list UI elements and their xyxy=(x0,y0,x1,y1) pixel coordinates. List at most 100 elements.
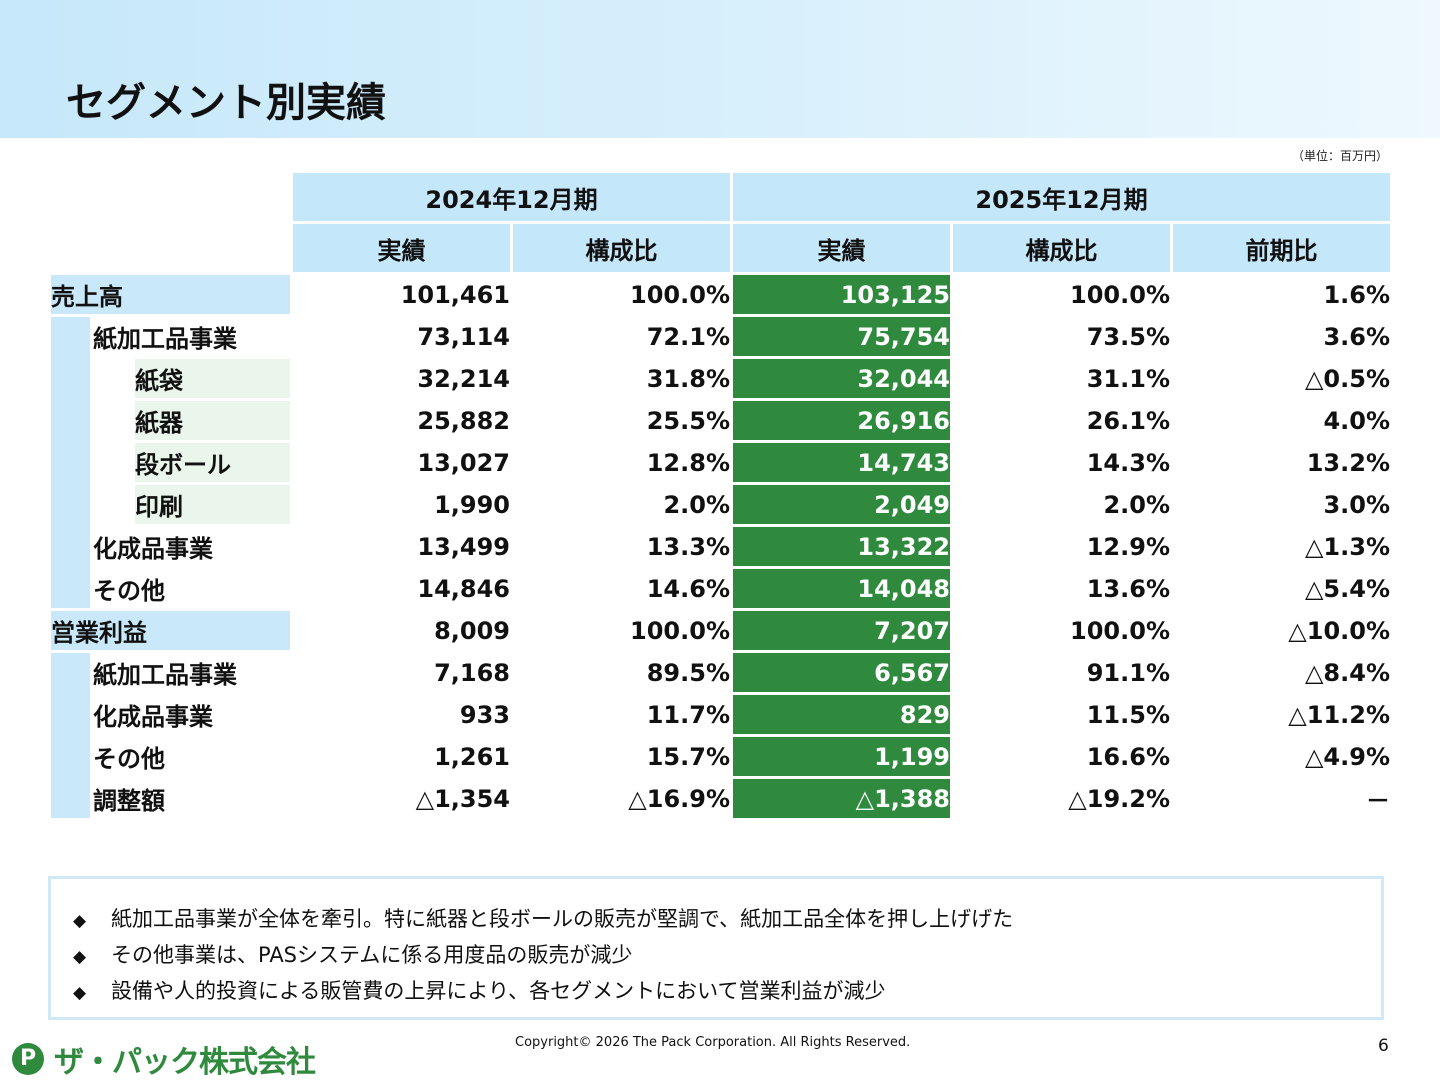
summary-notes-box: ◆ 紙加工品事業が全体を牽引。特に紙器と段ボールの販売が堅調で、紙加工品全体を押し… xyxy=(48,876,1384,1020)
cell-value-2024: 1,990 xyxy=(290,482,513,527)
page-number: 6 xyxy=(1378,1036,1389,1056)
cell-ratio-2024: 89.5% xyxy=(510,650,733,695)
cell-ratio-2025: 2.0% xyxy=(950,482,1173,527)
cell-yoy: △5.4% xyxy=(1170,566,1393,611)
diamond-bullet-icon: ◆ xyxy=(73,911,87,931)
cell-ratio-2025: 100.0% xyxy=(950,272,1173,317)
row-label-chemical-products-profit: 化成品事業 xyxy=(90,692,293,737)
logo-mark-icon: P xyxy=(12,1043,44,1075)
table-corner xyxy=(48,170,293,275)
cell-value-2025: 14,048 xyxy=(730,566,953,611)
cell-ratio-2024: 31.8% xyxy=(510,356,733,401)
table-row: 紙加工品事業 7,168 89.5% 6,567 91.1% △8.4% xyxy=(48,650,1393,821)
cell-value-2025: 14,743 xyxy=(730,440,953,485)
segment-results-table: 2024年12月期 2025年12月期 実績 構成比 実績 構成比 前期比 売上… xyxy=(48,170,1393,821)
cell-value-2025: 6,567 xyxy=(730,650,953,695)
row-label-chemical-products: 化成品事業 xyxy=(90,524,293,569)
cell-ratio-2024: 15.7% xyxy=(510,734,733,779)
table-row: 化成品事業 13,499 13.3% 13,322 12.9% △1.3% xyxy=(50,524,1393,569)
cell-value-2025: 2,049 xyxy=(730,482,953,527)
cell-value-2025: 13,322 xyxy=(730,524,953,569)
cell-ratio-2024: 14.6% xyxy=(510,566,733,611)
table-header-row-period: 2024年12月期 2025年12月期 xyxy=(48,170,1393,275)
cell-value-2025: △1,388 xyxy=(730,776,953,821)
col-ratio-2025: 構成比 xyxy=(950,221,1173,275)
cell-ratio-2024: 100.0% xyxy=(510,608,733,653)
cell-ratio-2025: 26.1% xyxy=(950,398,1173,443)
cell-yoy: 3.6% xyxy=(1170,314,1393,359)
row-label-other-profit: その他 xyxy=(90,734,293,779)
unit-label: （単位：百万円） xyxy=(1291,149,1388,163)
cell-ratio-2024: △16.9% xyxy=(510,776,733,821)
cell-ratio-2025: 11.5% xyxy=(950,692,1173,737)
row-label-other: その他 xyxy=(90,566,293,611)
cell-yoy: 13.2% xyxy=(1170,440,1393,485)
note-text: 設備や人的投資による販管費の上昇により、各セグメントにおいて営業利益が減少 xyxy=(111,979,886,1003)
cell-ratio-2024: 25.5% xyxy=(510,398,733,443)
cell-value-2024: 14,846 xyxy=(290,566,513,611)
cell-value-2024: 8,009 xyxy=(290,608,513,653)
cell-yoy: △0.5% xyxy=(1170,356,1393,401)
sales-indent-gutter xyxy=(48,314,93,611)
note-text: その他事業は、PASシステムに係る用度品の販売が減少 xyxy=(111,943,633,967)
table-row: 紙加工品事業 73,114 72.1% 75,754 73.5% 3.6% xyxy=(48,314,1393,611)
cell-value-2025: 7,207 xyxy=(730,608,953,653)
diamond-bullet-icon: ◆ xyxy=(73,983,87,1003)
cell-ratio-2024: 100.0% xyxy=(510,272,733,317)
cell-yoy: 4.0% xyxy=(1170,398,1393,443)
cell-ratio-2024: 13.3% xyxy=(510,524,733,569)
cell-value-2024: 13,027 xyxy=(290,440,513,485)
cell-value-2025: 103,125 xyxy=(730,272,953,317)
cell-value-2024: 101,461 xyxy=(290,272,513,317)
cell-yoy: △8.4% xyxy=(1170,650,1393,695)
cell-value-2025: 32,044 xyxy=(730,356,953,401)
cell-value-2024: △1,354 xyxy=(290,776,513,821)
table-row: その他 1,261 15.7% 1,199 16.6% △4.9% xyxy=(50,734,1393,779)
table-row: 紙器 25,882 25.5% 26,916 26.1% 4.0% xyxy=(50,398,1393,443)
cell-value-2025: 829 xyxy=(730,692,953,737)
cell-ratio-2025: 73.5% xyxy=(950,314,1173,359)
cell-value-2024: 32,214 xyxy=(290,356,513,401)
title-banner xyxy=(0,0,1440,138)
table-row: 印刷 1,990 2.0% 2,049 2.0% 3.0% xyxy=(50,482,1393,527)
cell-ratio-2025: 16.6% xyxy=(950,734,1173,779)
col-actual-2024: 実績 xyxy=(290,221,513,275)
table-row: 営業利益 8,009 100.0% 7,207 100.0% △10.0% xyxy=(48,608,1393,653)
cell-value-2025: 75,754 xyxy=(730,314,953,359)
row-label-paper-products-profit: 紙加工品事業 xyxy=(90,650,293,695)
list-item: ◆ 紙加工品事業が全体を牽引。特に紙器と段ボールの販売が堅調で、紙加工品全体を押し… xyxy=(73,901,1381,937)
cell-ratio-2024: 2.0% xyxy=(510,482,733,527)
table-header-row-columns: 実績 構成比 実績 構成比 前期比 xyxy=(50,221,1393,275)
summary-notes-list: ◆ 紙加工品事業が全体を牽引。特に紙器と段ボールの販売が堅調で、紙加工品全体を押し… xyxy=(51,879,1381,1009)
row-label-adjustment: 調整額 xyxy=(90,776,293,821)
cell-ratio-2025: 13.6% xyxy=(950,566,1173,611)
col-ratio-2024: 構成比 xyxy=(510,221,733,275)
cell-yoy: 3.0% xyxy=(1170,482,1393,527)
table-row: 化成品事業 933 11.7% 829 11.5% △11.2% xyxy=(50,692,1393,737)
row-label-corrugated: 段ボール xyxy=(132,440,293,485)
period-2025-header: 2025年12月期 xyxy=(730,170,1393,224)
cell-ratio-2025: △19.2% xyxy=(950,776,1173,821)
row-label-sales: 売上高 xyxy=(48,272,293,317)
cell-value-2024: 7,168 xyxy=(290,650,513,695)
table-row: 段ボール 13,027 12.8% 14,743 14.3% 13.2% xyxy=(50,440,1393,485)
cell-value-2025: 1,199 xyxy=(730,734,953,779)
cell-value-2024: 25,882 xyxy=(290,398,513,443)
cell-ratio-2024: 72.1% xyxy=(510,314,733,359)
cell-value-2024: 73,114 xyxy=(290,314,513,359)
period-2024-header: 2024年12月期 xyxy=(290,170,733,224)
cell-ratio-2025: 31.1% xyxy=(950,356,1173,401)
cell-ratio-2025: 12.9% xyxy=(950,524,1173,569)
row-label-operating-profit: 営業利益 xyxy=(48,608,293,653)
cell-ratio-2025: 14.3% xyxy=(950,440,1173,485)
row-label-paper-containers: 紙器 xyxy=(132,398,293,443)
page-title: セグメント別実績 xyxy=(66,80,386,126)
table-row: 紙袋 32,214 31.8% 32,044 31.1% △0.5% xyxy=(50,356,1393,527)
cell-ratio-2025: 100.0% xyxy=(950,608,1173,653)
row-label-paper-bags: 紙袋 xyxy=(132,356,293,401)
profit-indent-gutter xyxy=(48,650,93,821)
row-label-paper-products: 紙加工品事業 xyxy=(90,314,293,359)
cell-value-2025: 26,916 xyxy=(730,398,953,443)
cell-yoy: △4.9% xyxy=(1170,734,1393,779)
cell-ratio-2024: 11.7% xyxy=(510,692,733,737)
